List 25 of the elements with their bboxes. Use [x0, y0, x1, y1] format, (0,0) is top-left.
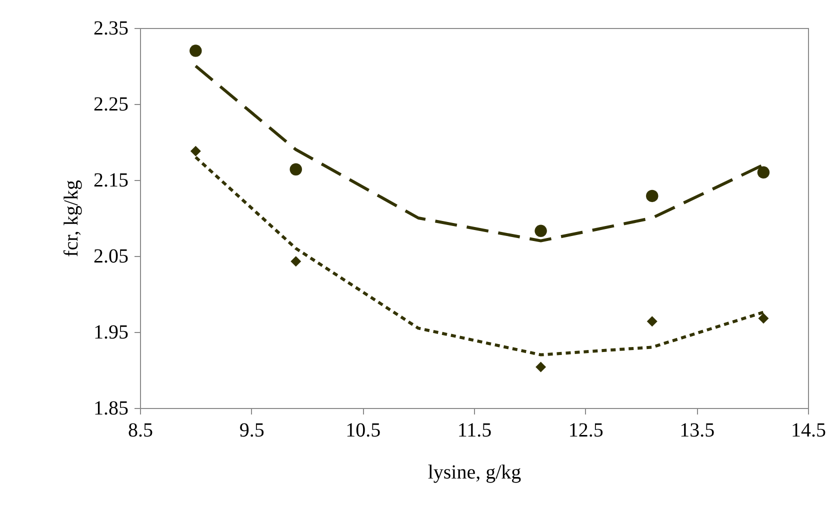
- point: [758, 313, 769, 324]
- point: [536, 362, 546, 372]
- x-tick-label: 12.5: [568, 420, 604, 442]
- y-tick-label: 2.15: [94, 170, 128, 192]
- x-axis-title: lysine, g/kg: [428, 462, 522, 484]
- y-tick-label: 2.05: [94, 246, 128, 268]
- y-tick-label: 2.25: [94, 94, 128, 116]
- point: [190, 146, 201, 156]
- y-tick-label: 1.85: [94, 398, 128, 420]
- x-tick-label: 14.5: [791, 420, 826, 442]
- point: [757, 166, 770, 179]
- y-tick-label: 1.95: [94, 322, 128, 344]
- x-tick-label: 9.5: [239, 420, 264, 442]
- point: [534, 224, 547, 238]
- y-axis-title: fcr, kg/kg: [60, 180, 82, 257]
- point: [290, 256, 302, 267]
- x-tick-label: 10.5: [346, 420, 381, 442]
- x-tick-label: 13.5: [680, 420, 715, 442]
- y-tick-label: 2.35: [94, 18, 128, 40]
- point: [646, 316, 658, 327]
- x-tick-label: 11.5: [457, 420, 492, 442]
- point: [290, 163, 302, 176]
- point: [646, 190, 658, 202]
- point: [190, 44, 202, 57]
- x-tick-label: 8.5: [128, 420, 153, 442]
